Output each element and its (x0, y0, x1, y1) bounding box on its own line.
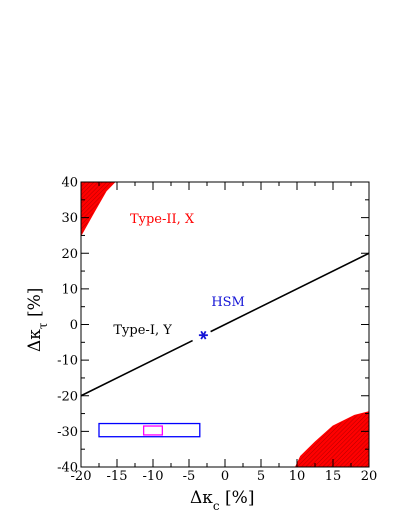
x-axis-label-sub: c (213, 499, 220, 513)
hsm-marker-group (198, 330, 208, 340)
x-tick-label: -20 (71, 469, 92, 484)
x-tick-label: 15 (325, 469, 342, 484)
y-axis-label-sub: τ (36, 322, 50, 329)
x-axis-label: Δκc [%] (190, 488, 254, 513)
type2-region-upper-left (80, 181, 117, 238)
y-tick-label: 30 (61, 211, 78, 226)
type1-line-left (80, 339, 193, 397)
x-tick-label: 20 (361, 469, 378, 484)
blue-uncertainty-box (98, 422, 201, 438)
y-tick-label: 0 (70, 318, 78, 333)
magenta-uncertainty-box (142, 425, 164, 436)
y-tick-label: 10 (61, 282, 78, 297)
x-tick-label: 10 (289, 469, 306, 484)
y-tick-label: 20 (61, 247, 78, 262)
annotation-0: Type-II, X (130, 212, 195, 227)
annotation-2: Type-I, Y (113, 323, 172, 338)
tick-labels: -20 -15 -10 -5 0 5 10 15 20 -40 -30 -20 -10 0 10 20 30 40 (57, 176, 377, 485)
x-tick-label: -10 (143, 469, 164, 484)
uncertainty-boxes (98, 422, 201, 438)
y-tick-label: -30 (57, 425, 78, 440)
type1-line-group (80, 252, 370, 397)
x-tick-label: 5 (257, 469, 265, 484)
axis-ticks (80, 181, 370, 468)
y-tick-label: -40 (57, 461, 78, 476)
annotations: Type-II, X HSM Type-I, Y (113, 212, 244, 338)
x-tick-label: 0 (221, 469, 229, 484)
y-tick-label: -20 (57, 389, 78, 404)
y-tick-label: -10 (57, 354, 78, 369)
x-tick-label: -15 (107, 469, 128, 484)
type1-line-right (210, 252, 370, 333)
y-axis-label: Δκτ [%] (25, 288, 50, 352)
hsm-marker-stroke (200, 330, 207, 340)
type2-region-lower-right (294, 411, 370, 468)
y-tick-label: 40 (61, 176, 78, 191)
annotation-1: HSM (211, 295, 245, 310)
x-tick-label: -5 (183, 469, 196, 484)
